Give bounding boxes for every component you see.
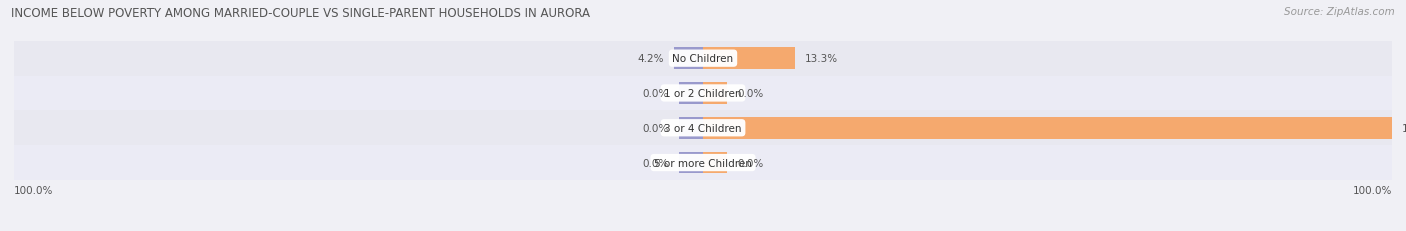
Text: 1 or 2 Children: 1 or 2 Children <box>664 88 742 99</box>
Text: Source: ZipAtlas.com: Source: ZipAtlas.com <box>1284 7 1395 17</box>
Text: 0.0%: 0.0% <box>643 123 669 133</box>
Text: 100.0%: 100.0% <box>14 185 53 195</box>
Text: 0.0%: 0.0% <box>643 158 669 168</box>
Bar <box>14 76 1392 111</box>
Text: 0.0%: 0.0% <box>643 88 669 99</box>
Text: 5 or more Children: 5 or more Children <box>654 158 752 168</box>
Text: INCOME BELOW POVERTY AMONG MARRIED-COUPLE VS SINGLE-PARENT HOUSEHOLDS IN AURORA: INCOME BELOW POVERTY AMONG MARRIED-COUPL… <box>11 7 591 20</box>
Text: No Children: No Children <box>672 54 734 64</box>
Bar <box>703 48 794 70</box>
Bar <box>703 152 727 174</box>
Text: 100.0%: 100.0% <box>1402 123 1406 133</box>
Bar <box>703 118 1392 139</box>
Bar <box>679 118 703 139</box>
Bar <box>14 111 1392 146</box>
Bar <box>679 83 703 104</box>
Bar <box>14 146 1392 180</box>
Text: 0.0%: 0.0% <box>738 158 763 168</box>
Text: 0.0%: 0.0% <box>738 88 763 99</box>
Bar <box>673 48 703 70</box>
Bar <box>703 83 727 104</box>
Bar <box>14 42 1392 76</box>
Text: 3 or 4 Children: 3 or 4 Children <box>664 123 742 133</box>
Text: 13.3%: 13.3% <box>806 54 838 64</box>
Bar <box>679 152 703 174</box>
Text: 4.2%: 4.2% <box>637 54 664 64</box>
Text: 100.0%: 100.0% <box>1353 185 1392 195</box>
